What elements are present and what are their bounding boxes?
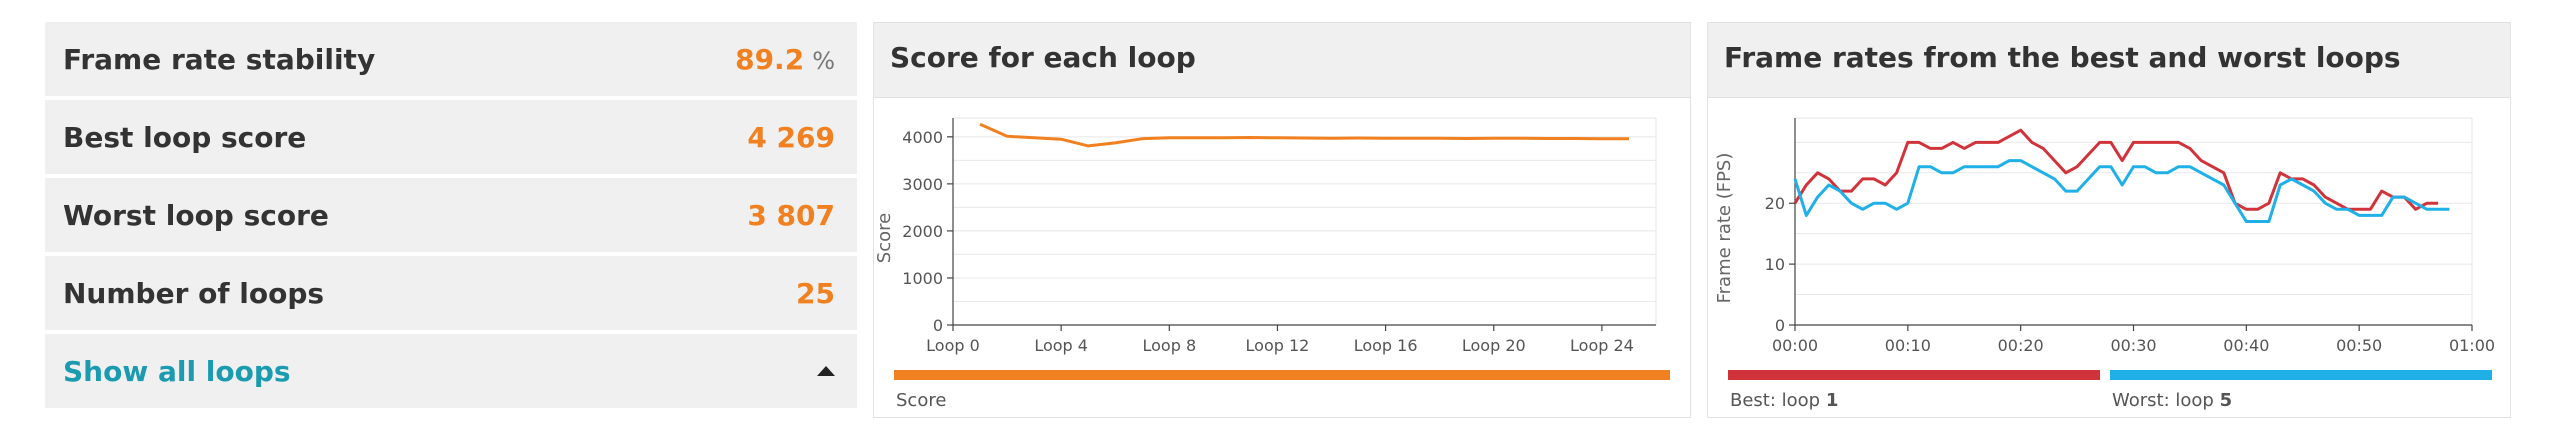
grid [1795, 117, 2473, 325]
y-tick-label: 0 [1775, 316, 1785, 335]
y-tick-label: 0 [933, 316, 943, 335]
stat-label: Frame rate stability [63, 42, 376, 76]
stat-label: Best loop score [63, 120, 307, 154]
axes: 0 10 20 00:00 00:10 00:20 00:30 00:40 00:50 01:00 [1765, 118, 2495, 355]
stat-label: Worst loop score [63, 198, 329, 232]
x-tick-label: Loop 0 [926, 336, 980, 355]
y-axis-label: Frame rate (FPS) [1714, 153, 1735, 304]
x-tick-label: Loop 8 [1142, 336, 1196, 355]
y-tick-label: 2000 [902, 222, 943, 241]
series [1793, 128, 2450, 223]
x-tick-label: 01:00 [2449, 336, 2495, 355]
show-all-loops-link[interactable]: Show all loops [63, 354, 291, 388]
series [979, 122, 1629, 148]
score-chart: 0 1000 2000 3000 4000 Loop 0 Loop 4 Loop 8 Loop … [874, 117, 1670, 411]
panel-title: Score for each loop [890, 41, 1196, 74]
chart-body: 0 10 20 00:00 00:10 00:20 00:30 00:40 00:50 01:00… [1708, 97, 2510, 417]
x-tick-label: Loop 4 [1034, 336, 1088, 355]
x-tick-label: Loop 20 [1462, 336, 1526, 355]
stat-row-worst-loop-score: Worst loop score 3 807 [45, 178, 857, 252]
x-tick-label: Loop 24 [1570, 336, 1634, 355]
legend-label-worst[interactable]: Worst: loop 5 [2112, 390, 2232, 411]
stat-value: 4 269 [747, 120, 835, 154]
y-tick-label: 4000 [902, 128, 943, 147]
stat-unit: % [812, 46, 835, 75]
x-tick-label: 00:00 [1772, 336, 1818, 355]
legend-swatch-best[interactable] [1728, 370, 2100, 380]
y-tick-label: 3000 [902, 175, 943, 194]
stat-value: 89.2 [735, 42, 805, 76]
y-tick-label: 10 [1765, 255, 1785, 274]
series-line-best[interactable] [1793, 128, 2439, 211]
y-axis-label: Score [874, 213, 895, 263]
show-all-loops-row[interactable]: Show all loops [45, 334, 857, 408]
x-tick-label: 00:40 [2223, 336, 2269, 355]
x-tick-label: 00:20 [1998, 336, 2044, 355]
caret-up-icon[interactable] [817, 366, 835, 376]
x-tick-label: 00:10 [1885, 336, 1931, 355]
stat-row-number-of-loops: Number of loops 25 [45, 256, 857, 330]
chart-body: 0 1000 2000 3000 4000 Loop 0 Loop 4 Loop 8 Loop … [874, 97, 1690, 417]
axes: 0 1000 2000 3000 4000 Loop 0 Loop 4 Loop 8 Loop … [902, 118, 1656, 355]
fps-chart: 0 10 20 00:00 00:10 00:20 00:30 00:40 00:50 01:00… [1714, 117, 2495, 411]
stat-value-group: 89.2% [735, 43, 835, 76]
series-line-score[interactable] [979, 122, 1629, 148]
x-tick-label: Loop 12 [1246, 336, 1310, 355]
legend-label-best[interactable]: Best: loop 1 [1730, 390, 1838, 411]
fps-chart-panel: Frame rates from the best and worst loop… [1707, 22, 2511, 418]
stat-row-frame-rate-stability: Frame rate stability 89.2% [45, 22, 857, 96]
series-line-worst[interactable] [1793, 159, 2450, 223]
y-tick-label: 1000 [902, 269, 943, 288]
score-chart-panel: Score for each loop 0 1000 2000 3000 4000 Loo… [873, 22, 1691, 418]
x-tick-label: Loop 16 [1354, 336, 1418, 355]
x-tick-label: 00:50 [2336, 336, 2382, 355]
stat-value: 25 [796, 276, 835, 310]
stats-panel: Frame rate stability 89.2% Best loop sco… [45, 22, 857, 412]
stat-row-best-loop-score: Best loop score 4 269 [45, 100, 857, 174]
legend-label-score[interactable]: Score [896, 390, 946, 411]
x-tick-label: 00:30 [2110, 336, 2156, 355]
grid [953, 117, 1657, 325]
panel-title: Frame rates from the best and worst loop… [1724, 41, 2401, 74]
legend-swatch-worst[interactable] [2110, 370, 2492, 380]
y-tick-label: 20 [1765, 194, 1785, 213]
stat-value: 3 807 [747, 198, 835, 232]
stat-label: Number of loops [63, 276, 325, 310]
legend-swatch-score[interactable] [894, 370, 1670, 380]
